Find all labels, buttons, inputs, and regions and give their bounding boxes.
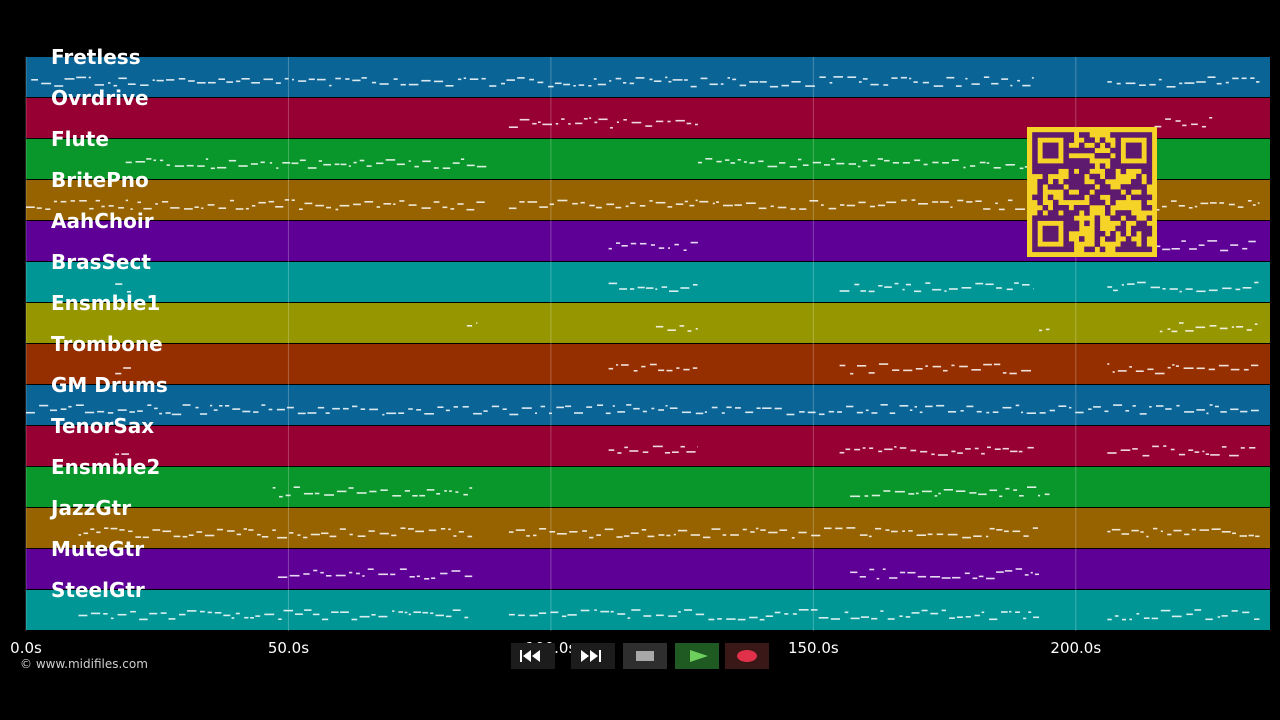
qr-code-icon — [1027, 127, 1157, 257]
track-lane — [26, 262, 1270, 302]
note-marks — [26, 76, 1260, 621]
track-label: MuteGtr — [51, 537, 145, 561]
track-lane — [26, 303, 1270, 343]
time-tick-label: 0.0s — [10, 639, 42, 657]
record-icon — [725, 643, 769, 669]
track-lane — [26, 385, 1270, 425]
rewind-icon — [511, 643, 555, 669]
track-notes — [608, 240, 1256, 252]
track-notes — [78, 609, 1260, 621]
time-tick-label: 200.0s — [1050, 639, 1102, 657]
track-notes — [272, 486, 1050, 498]
track-notes — [125, 158, 1034, 170]
record-button[interactable] — [725, 643, 769, 669]
track-lane — [26, 590, 1270, 630]
track-label: GM Drums — [51, 373, 168, 397]
copyright-text: © www.midifiles.com — [20, 657, 148, 671]
track-label: BritePno — [51, 168, 149, 192]
play-icon — [675, 643, 719, 669]
track-label: SteelGtr — [51, 578, 145, 602]
rewind-button[interactable] — [511, 643, 555, 669]
time-tick-label: 150.0s — [787, 639, 839, 657]
track-label: JazzGtr — [51, 496, 132, 520]
track-label: BrasSect — [51, 250, 151, 274]
stop-icon — [623, 643, 667, 669]
transport-controls — [511, 643, 769, 669]
track-lane — [26, 508, 1270, 548]
track-lane — [26, 467, 1270, 507]
track-label: AahChoir — [51, 209, 154, 233]
track-label: Trombone — [51, 332, 163, 356]
track-notes — [78, 527, 1260, 539]
track-notes — [115, 445, 1256, 457]
time-tick-label: 50.0s — [267, 639, 310, 657]
track-notes — [466, 322, 1258, 333]
track-notes — [115, 363, 1259, 375]
track-notes — [26, 404, 1259, 416]
track-notes — [277, 568, 1039, 580]
track-label: Ensmble2 — [51, 455, 161, 479]
play-button[interactable] — [675, 643, 719, 669]
fast-forward-icon — [571, 643, 615, 669]
track-lane — [26, 57, 1270, 97]
track-notes — [508, 117, 1213, 129]
track-label: Ovrdrive — [51, 86, 149, 110]
track-label: TenorSax — [51, 414, 155, 438]
track-notes — [115, 281, 1259, 293]
track-lane — [26, 426, 1270, 466]
track-lane — [26, 344, 1270, 384]
stop-button[interactable] — [623, 643, 667, 669]
track-label: Ensmble1 — [51, 291, 161, 315]
track-lane — [26, 549, 1270, 589]
fast-forward-button[interactable] — [571, 643, 615, 669]
track-label: Fretless — [51, 45, 141, 69]
track-notes — [31, 76, 1260, 88]
track-label: Flute — [51, 127, 109, 151]
